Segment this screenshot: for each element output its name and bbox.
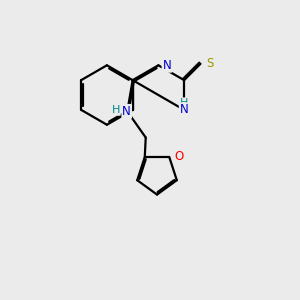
Text: O: O: [175, 150, 184, 164]
Text: N: N: [122, 105, 131, 118]
Text: N: N: [180, 103, 188, 116]
Text: H: H: [112, 105, 120, 115]
Text: H: H: [180, 98, 188, 108]
Text: S: S: [206, 57, 213, 70]
Text: N: N: [163, 59, 171, 72]
